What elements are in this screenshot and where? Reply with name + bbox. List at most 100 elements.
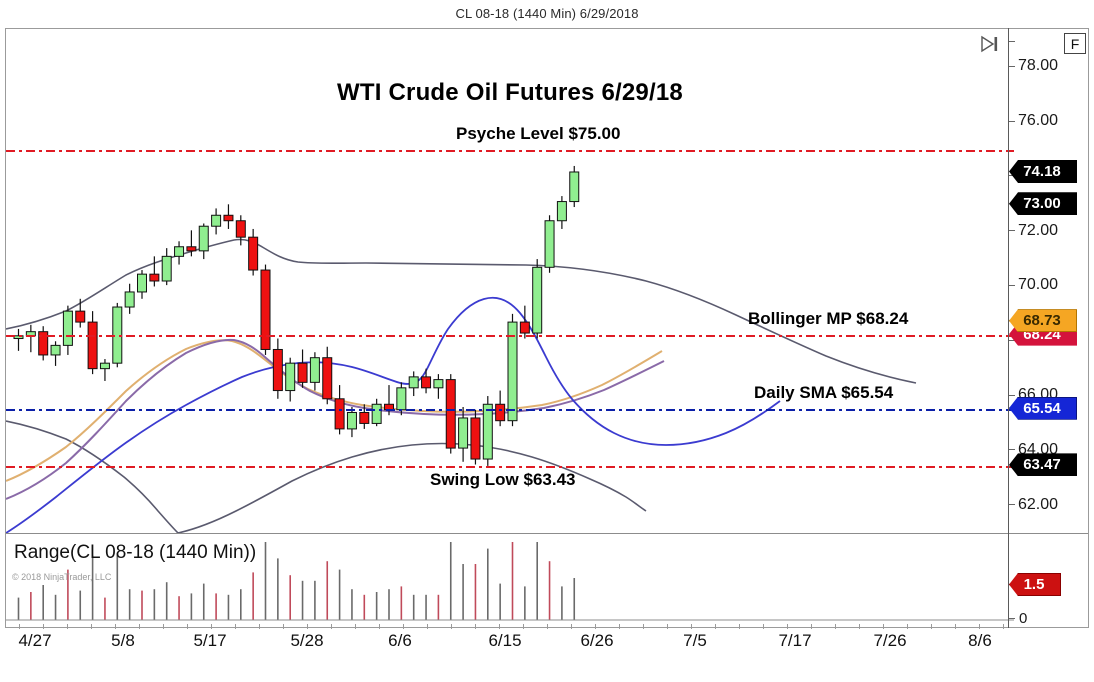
date-axis-label: 6/15 <box>488 631 522 650</box>
date-axis-label: 8/6 <box>968 631 992 650</box>
ninjatrader-watermark: © 2018 NinjaTrader, LLC <box>12 572 112 582</box>
date-tick-mark <box>139 624 140 629</box>
candlestick-series <box>13 165 580 466</box>
skip-to-end-icon[interactable] <box>978 34 1002 54</box>
date-tick-mark <box>811 624 812 629</box>
price-tick-mark <box>1009 284 1015 286</box>
date-axis-label: 6/26 <box>580 631 614 650</box>
date-tick-mark <box>283 624 284 629</box>
range-zero-tick <box>1009 618 1015 619</box>
date-tick-mark <box>715 624 716 629</box>
range-value-badge[interactable]: 1.5 <box>1009 573 1061 596</box>
price-badge-63-47[interactable]: 63.47 <box>1009 453 1077 477</box>
price-pane[interactable]: WTI Crude Oil Futures 6/29/18 <box>6 29 1088 533</box>
price-tick-mark <box>1009 339 1015 341</box>
reference-line-psyche-level <box>6 149 1014 152</box>
date-tick-mark <box>859 624 860 629</box>
date-tick-mark <box>547 624 548 629</box>
range-indicator-pane[interactable]: Range(CL 08-18 (1440 Min)) © 2018 NinjaT… <box>6 534 1088 627</box>
candle-body <box>322 357 333 400</box>
date-tick-mark <box>955 624 956 629</box>
price-tick-label: 76.00 <box>1018 112 1059 130</box>
candle-body <box>149 273 160 282</box>
date-tick-mark <box>43 624 44 629</box>
price-tick-mark <box>1009 65 1015 67</box>
annotation-daily-sma: Daily SMA $65.54 <box>754 382 894 402</box>
date-axis[interactable]: 4/27 5/8 5/17 5/28 6/6 6/15 6/26 7/5 7/17 7/26 8/6 <box>5 624 1089 659</box>
price-tick: 62.00 <box>1009 496 1058 514</box>
date-tick-mark <box>403 624 404 629</box>
date-tick-mark <box>571 624 572 629</box>
candle-body <box>260 269 271 350</box>
price-badge-65-54[interactable]: 65.54 <box>1009 396 1077 420</box>
date-tick-mark <box>787 624 788 629</box>
price-tick-label: 78.00 <box>1018 57 1059 75</box>
bollinger-upper-band <box>6 238 917 384</box>
date-tick-mark <box>979 624 980 629</box>
date-tick-mark <box>931 624 932 629</box>
candle-body <box>161 255 172 282</box>
date-tick-mark <box>619 624 620 629</box>
date-tick-mark <box>379 624 380 629</box>
candle-body <box>99 362 110 370</box>
candle-body <box>470 417 481 460</box>
candle-body <box>87 321 98 370</box>
date-tick-mark <box>667 624 668 629</box>
price-tick-mark <box>1009 120 1015 122</box>
bollinger-lower-band <box>6 420 647 533</box>
date-tick-mark <box>259 624 260 629</box>
candle-body <box>38 331 49 356</box>
candle-body <box>507 321 518 422</box>
date-axis-label: 7/17 <box>778 631 812 650</box>
candle-body <box>235 220 246 238</box>
date-tick-mark <box>235 624 236 629</box>
date-tick-mark <box>67 624 68 629</box>
date-axis-label: 7/26 <box>873 631 907 650</box>
f-button[interactable]: F <box>1064 33 1086 54</box>
price-badge-74-18[interactable]: 74.18 <box>1009 159 1077 183</box>
reference-line-daily-sma <box>6 408 1014 411</box>
price-tick-mark <box>1009 504 1015 506</box>
date-tick-mark <box>739 624 740 629</box>
candle-body <box>285 362 296 392</box>
candle-body <box>445 379 456 449</box>
date-tick-mark <box>475 624 476 629</box>
pane-divider <box>6 533 1088 534</box>
annotation-psyche-level: Psyche Level $75.00 <box>456 123 621 143</box>
candle-body <box>137 273 147 293</box>
price-tick <box>1009 32 1018 50</box>
date-tick-mark <box>835 624 836 629</box>
sma-blue-line <box>6 296 781 533</box>
reference-line-swing-low <box>6 466 1014 469</box>
date-axis-label: 7/5 <box>683 631 707 650</box>
candle-body <box>248 236 259 271</box>
date-tick-mark <box>883 624 884 629</box>
candle-body <box>297 362 308 383</box>
date-tick-mark <box>763 624 764 629</box>
price-axis[interactable]: 62.0064.0066.0068.0070.0072.0074.0076.00… <box>1009 28 1094 628</box>
price-tick-mark <box>1009 230 1015 232</box>
range-bars <box>6 542 1014 621</box>
candle-body <box>371 403 382 424</box>
date-tick-mark <box>19 624 20 629</box>
candle-body <box>334 398 345 430</box>
price-badge-73-00[interactable]: 73.00 <box>1009 192 1077 216</box>
candle-body <box>211 214 222 227</box>
date-axis-label: 4/27 <box>18 631 52 650</box>
date-tick-mark <box>523 624 524 629</box>
candle-body <box>198 225 209 252</box>
date-tick-mark <box>691 624 692 629</box>
candle-body <box>223 214 234 222</box>
candle-body <box>186 246 197 252</box>
candle-body <box>532 266 543 334</box>
price-badge-68-73[interactable]: 68.73 <box>1009 309 1077 333</box>
candle-body <box>124 291 135 308</box>
candle-body <box>174 246 185 257</box>
date-tick-mark <box>595 624 596 629</box>
candle-body <box>421 376 432 389</box>
candle-body <box>556 201 567 222</box>
candle-body <box>359 411 370 424</box>
candle-body <box>519 321 530 334</box>
candle-body <box>62 310 73 346</box>
